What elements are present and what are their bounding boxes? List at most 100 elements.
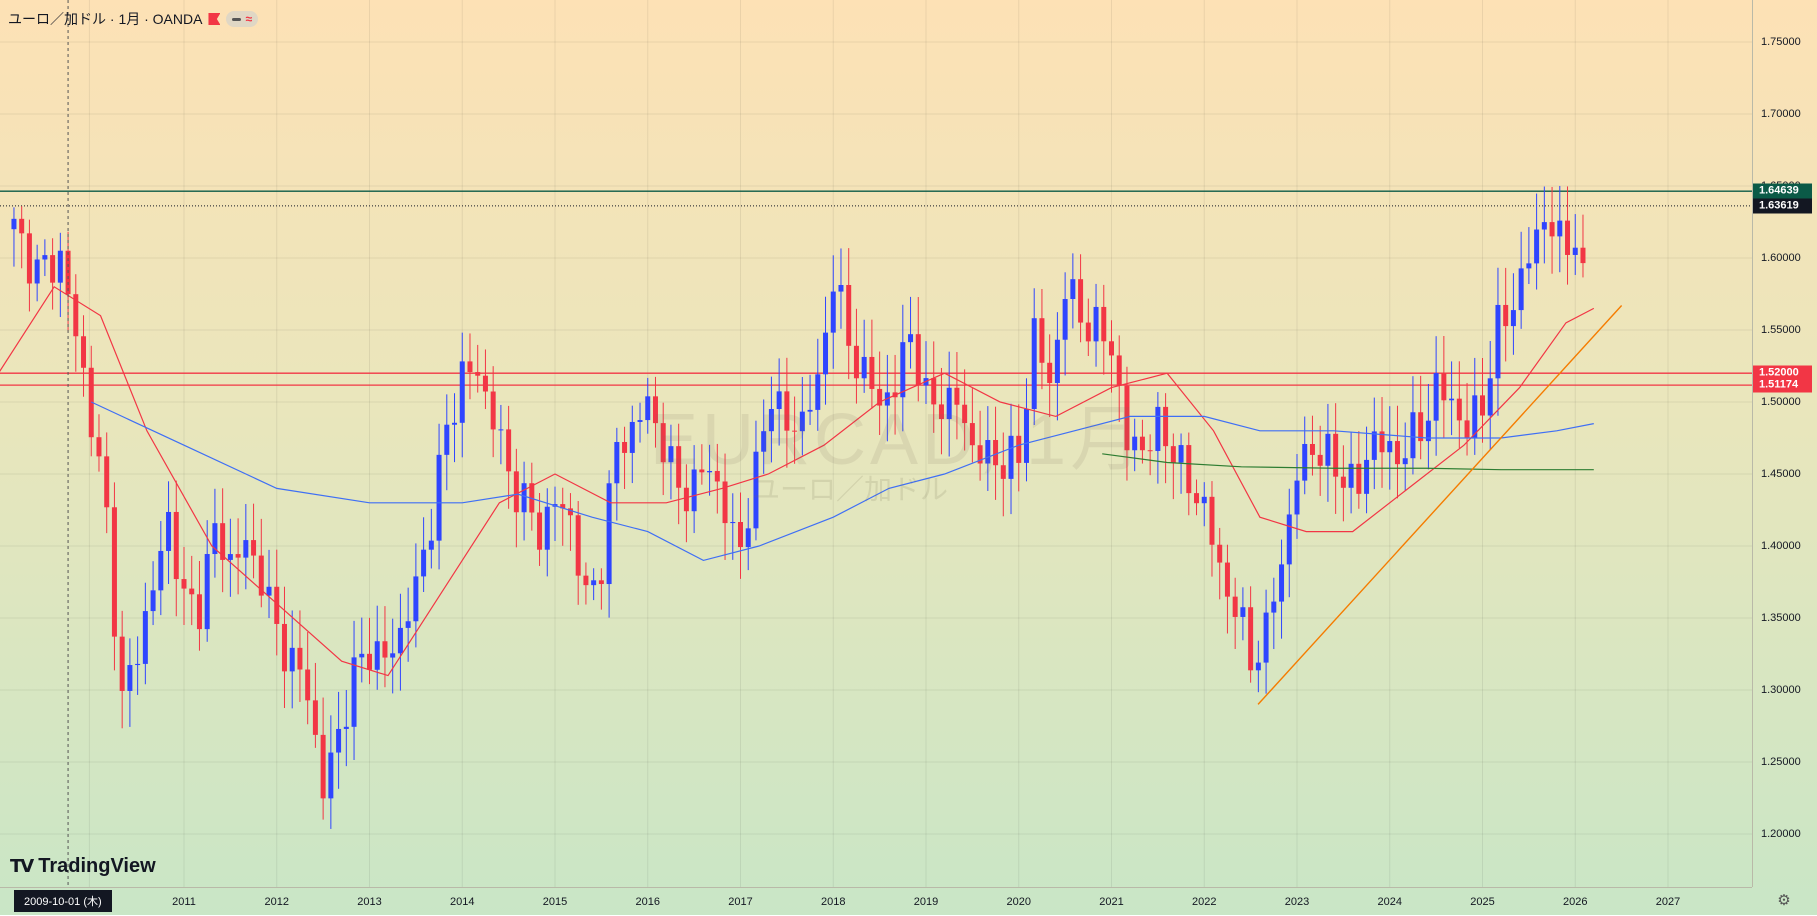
candle-body: [50, 255, 56, 283]
candle-body: [1364, 459, 1370, 494]
time-tick-label: 2025: [1470, 896, 1495, 908]
crosshair-date-label: 2009-10-01 (木): [14, 890, 112, 912]
time-tick-label: 2024: [1377, 896, 1402, 908]
candle-body: [467, 361, 473, 373]
price-tick-label: 1.40000: [1761, 540, 1801, 552]
candle-body: [560, 504, 566, 509]
tradingview-logo-icon: 𝗧𝗩: [10, 856, 34, 876]
candle-body: [1340, 476, 1346, 488]
time-tick-label: 2020: [1006, 896, 1031, 908]
time-tick-label: 2022: [1192, 896, 1217, 908]
candle-body: [42, 255, 48, 260]
candle-body: [382, 641, 388, 658]
price-tick-label: 1.70000: [1761, 108, 1801, 120]
candle-body: [707, 470, 713, 473]
candle-body: [537, 512, 543, 550]
candle-body: [1371, 431, 1377, 460]
candle-body: [1325, 433, 1331, 466]
candle-body: [251, 540, 257, 556]
flag-icon[interactable]: [208, 13, 221, 25]
candle-body: [1510, 310, 1516, 327]
moving-average-line: [0, 285, 1595, 677]
candle-body: [1101, 306, 1107, 342]
candle-body: [281, 623, 287, 672]
candle-body: [96, 437, 102, 457]
candle-body: [1557, 220, 1563, 237]
wave-icon: ≈: [245, 12, 253, 26]
candle-body: [158, 550, 164, 591]
candle-body: [444, 424, 450, 455]
candle-body: [915, 334, 921, 386]
trendline: [1257, 305, 1623, 705]
candle-body: [189, 588, 195, 595]
time-tick-label: 2026: [1563, 896, 1588, 908]
price-tick-label: 1.45000: [1761, 468, 1801, 480]
candle-body: [359, 653, 365, 658]
indicator-pill[interactable]: ≈: [226, 11, 259, 27]
candle-body: [498, 429, 504, 431]
candle-body: [954, 387, 960, 405]
candle-body: [367, 653, 372, 670]
candle-body: [1062, 299, 1068, 340]
candle-body: [1209, 496, 1215, 545]
price-tag: 1.64639: [1753, 183, 1812, 199]
candle-body: [1309, 443, 1315, 455]
gear-icon[interactable]: ⚙: [1777, 892, 1791, 909]
time-tick-label: 2018: [821, 896, 846, 908]
candle-body: [1093, 306, 1099, 342]
chart-plot[interactable]: [0, 0, 1752, 887]
candle-body: [738, 522, 743, 548]
candle-body: [73, 294, 79, 337]
candle-body: [846, 284, 852, 346]
candle-body: [1317, 454, 1323, 466]
candle-body: [645, 396, 651, 421]
candle-body: [1549, 222, 1555, 237]
candle-body: [1387, 441, 1393, 453]
candle-body: [1302, 443, 1308, 481]
candle-body: [730, 522, 736, 524]
chart-legend[interactable]: ユーロ／加ドル · 1月 · OANDA ≈: [8, 9, 259, 29]
candle-body: [830, 291, 836, 333]
candle-body: [1449, 398, 1455, 401]
collapse-icon: [232, 17, 242, 21]
candle-body: [838, 284, 844, 292]
moving-average-line: [90, 401, 1594, 562]
time-tick-label: 2023: [1284, 896, 1310, 908]
candle-body: [761, 431, 767, 452]
candle-body: [1116, 355, 1122, 386]
candle-body: [1418, 412, 1424, 442]
candle-body: [1534, 229, 1540, 264]
candle-body: [1333, 433, 1339, 477]
candle-body: [1487, 378, 1493, 416]
candle-body: [853, 345, 859, 379]
candle-body: [482, 375, 488, 392]
candle-body: [753, 451, 759, 529]
tradingview-logo[interactable]: 𝗧𝗩 TradingView: [10, 855, 156, 878]
candle-body: [583, 575, 589, 586]
candle-body: [142, 611, 148, 664]
candle-body: [1263, 612, 1269, 663]
candle-body: [544, 506, 550, 550]
candle-body: [413, 576, 419, 622]
moving-average-line: [1102, 453, 1594, 471]
candle-body: [1503, 304, 1509, 327]
time-tick-label: 2011: [172, 896, 196, 908]
time-axis[interactable]: 0920112012201320142015201620172018201920…: [0, 887, 1752, 916]
candle-body: [220, 523, 226, 560]
candle-body: [1425, 420, 1431, 442]
candle-body: [289, 647, 295, 672]
candle-body: [676, 446, 682, 488]
legend-title[interactable]: ユーロ／加ドル · 1月 · OANDA: [8, 11, 203, 27]
candle-body: [591, 580, 597, 586]
candle-body: [938, 404, 944, 420]
candle-body: [567, 508, 573, 516]
candle-body: [1186, 445, 1192, 494]
candle-body: [784, 391, 790, 431]
candle-body: [452, 422, 458, 425]
price-axis[interactable]: 1.20000 1.25000 1.30000 1.35000 1.40000 1.450…: [1752, 0, 1817, 887]
candle-body: [1580, 247, 1586, 264]
price-tag: 1.52000: [1753, 365, 1812, 381]
price-tick-label: 1.25000: [1761, 756, 1801, 768]
candle-body: [428, 540, 434, 550]
